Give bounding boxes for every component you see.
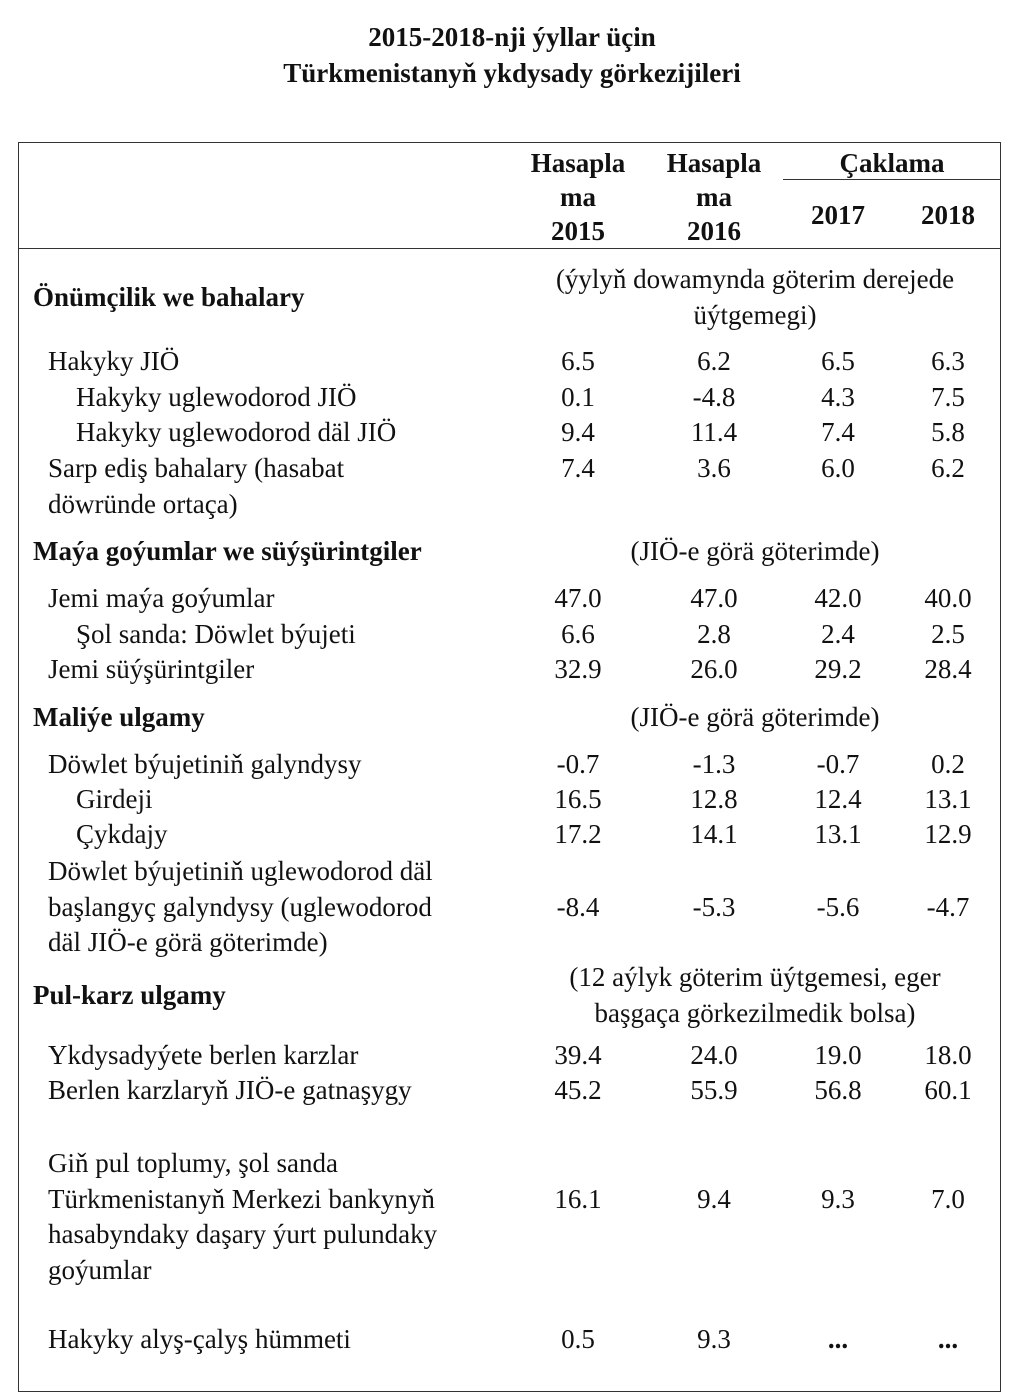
document-title-line1: 2015-2018-nji ýyllar üçin <box>368 22 656 52</box>
row-label: Girdeji <box>76 784 153 814</box>
value-cell-2018: -4.7 <box>926 891 970 922</box>
section-unit-note: (ýylyň dowamynda göterim derejede üýtgem… <box>555 264 955 330</box>
section-heading: Maliýe ulgamy <box>33 702 205 732</box>
value-cell-2017: 19.0 <box>814 1040 862 1070</box>
value-cell-2018: 40.0 <box>924 583 972 613</box>
value-cell-2017: 7.4 <box>821 417 855 447</box>
value-cell-2017: 29.2 <box>814 654 862 684</box>
forecast-group-divider <box>783 179 1001 180</box>
value-cell-2016: 9.4 <box>697 1183 731 1214</box>
header-divider <box>18 248 1001 249</box>
value-cell-2017: 42.0 <box>814 583 862 613</box>
row-label: Hakyky uglewodorod däl JIÖ <box>76 417 397 447</box>
value-cell-2015: 0.5 <box>561 1324 595 1354</box>
value-cell-2016: 11.4 <box>690 417 738 447</box>
value-cell-2015: 9.4 <box>561 417 595 447</box>
value-cell-2018: 13.1 <box>924 784 972 814</box>
value-cell-2016: 6.2 <box>697 346 731 376</box>
row-label: Döwlet býujetiniň uglewodorod däl başlan… <box>48 856 433 957</box>
section-heading: Önümçilik we bahalary <box>33 282 305 312</box>
value-cell-2017: 13.1 <box>814 819 862 849</box>
value-cell-2015: 7.4 <box>561 453 595 483</box>
value-cell-2018: 18.0 <box>924 1040 972 1070</box>
value-cell-2017: 56.8 <box>814 1075 862 1105</box>
value-cell-2015: 6.6 <box>561 619 595 649</box>
value-cell-2016: 2.8 <box>697 619 731 649</box>
value-cell-2017: 6.0 <box>821 453 855 483</box>
row-label: Şol sanda: Döwlet býujeti <box>76 619 356 649</box>
value-cell-2017: 12.4 <box>814 784 862 814</box>
value-cell-2016: 47.0 <box>690 583 738 613</box>
value-cell-2016: 24.0 <box>690 1040 738 1070</box>
value-cell-2018: 7.5 <box>931 382 965 412</box>
value-cell-2018: 28.4 <box>924 654 972 684</box>
value-cell-2016: 12.8 <box>690 784 738 814</box>
value-cell-2018: 12.9 <box>924 819 972 849</box>
section-heading: Pul-karz ulgamy <box>33 980 226 1010</box>
value-cell-2017: -0.7 <box>816 749 860 779</box>
row-label: Hakyky uglewodorod JIÖ <box>76 382 357 412</box>
value-cell-2018: 60.1 <box>924 1075 972 1105</box>
row-label: Jemi maýa goýumlar <box>48 583 275 613</box>
value-cell-2015: 17.2 <box>554 819 602 849</box>
value-cell-2016: -5.3 <box>692 891 736 922</box>
header-col-2016: Hasapla ma 2016 <box>666 148 762 246</box>
value-cell-2016: 3.6 <box>697 453 731 483</box>
section-unit-note: (12 aýlyk göterim üýtgemesi, eger başgaç… <box>569 962 941 1028</box>
document-title-line2: Türkmenistanyň ykdysady görkezijileri <box>283 58 741 88</box>
indicators-table <box>18 142 1001 1392</box>
row-label: Ykdysadyýete berlen karzlar <box>48 1040 359 1070</box>
value-cell-2016: 55.9 <box>690 1075 738 1105</box>
value-cell-2015: 6.5 <box>561 346 595 376</box>
value-cell-2015: 16.5 <box>554 784 602 814</box>
header-col-2018: 2018 <box>921 200 975 230</box>
value-cell-2018: 6.3 <box>931 346 965 376</box>
value-cell-2018: 2.5 <box>931 619 965 649</box>
value-cell-2017: 9.3 <box>821 1183 855 1214</box>
row-label: Hakyky JIÖ <box>48 346 180 376</box>
row-label: Sarp ediş bahalary (hasabat döwründe ort… <box>48 453 345 519</box>
value-cell-2017: -5.6 <box>816 891 860 922</box>
section-unit-note: (JIÖ-e görä göterimde) <box>630 702 880 732</box>
header-col-2015: Hasapla ma 2015 <box>530 148 626 246</box>
value-cell-2016: -4.8 <box>692 382 736 412</box>
value-cell-2015: -8.4 <box>556 891 600 922</box>
value-cell-2017: 4.3 <box>821 382 855 412</box>
section-unit-note: (JIÖ-e görä göterimde) <box>630 536 880 566</box>
header-forecast-group: Çaklama <box>839 148 945 178</box>
value-cell-2018: 0.2 <box>931 749 965 779</box>
header-col-2017: 2017 <box>811 200 865 230</box>
value-cell-2018: 6.2 <box>931 453 965 483</box>
value-cell-2015: 16.1 <box>554 1183 602 1214</box>
row-label: Döwlet býujetiniň galyndysy <box>48 749 362 779</box>
value-cell-2016: 26.0 <box>690 654 738 684</box>
value-cell-2015: 39.4 <box>554 1040 602 1070</box>
value-cell-2017: ... <box>827 1324 849 1354</box>
row-label: Jemi süýşürintgiler <box>48 654 255 684</box>
value-cell-2018: ... <box>937 1324 959 1354</box>
value-cell-2017: 2.4 <box>821 619 855 649</box>
row-label: Çykdajy <box>76 819 168 849</box>
row-label: Berlen karzlaryň JIÖ-e gatnaşygy <box>48 1075 412 1105</box>
value-cell-2015: 47.0 <box>554 583 602 613</box>
value-cell-2015: 45.2 <box>554 1075 602 1105</box>
value-cell-2015: 32.9 <box>554 654 602 684</box>
section-heading: Maýa goýumlar we süýşürintgiler <box>33 536 422 566</box>
value-cell-2016: -1.3 <box>692 749 736 779</box>
row-label: Hakyky alyş-çalyş hümmeti <box>48 1324 351 1354</box>
row-label: Giň pul toplumy, şol sanda Türkmenistany… <box>48 1148 438 1285</box>
value-cell-2015: -0.7 <box>556 749 600 779</box>
value-cell-2018: 7.0 <box>931 1183 965 1214</box>
value-cell-2018: 5.8 <box>931 417 965 447</box>
value-cell-2017: 6.5 <box>821 346 855 376</box>
value-cell-2015: 0.1 <box>561 382 595 412</box>
value-cell-2016: 9.3 <box>697 1324 731 1354</box>
value-cell-2016: 14.1 <box>690 819 738 849</box>
